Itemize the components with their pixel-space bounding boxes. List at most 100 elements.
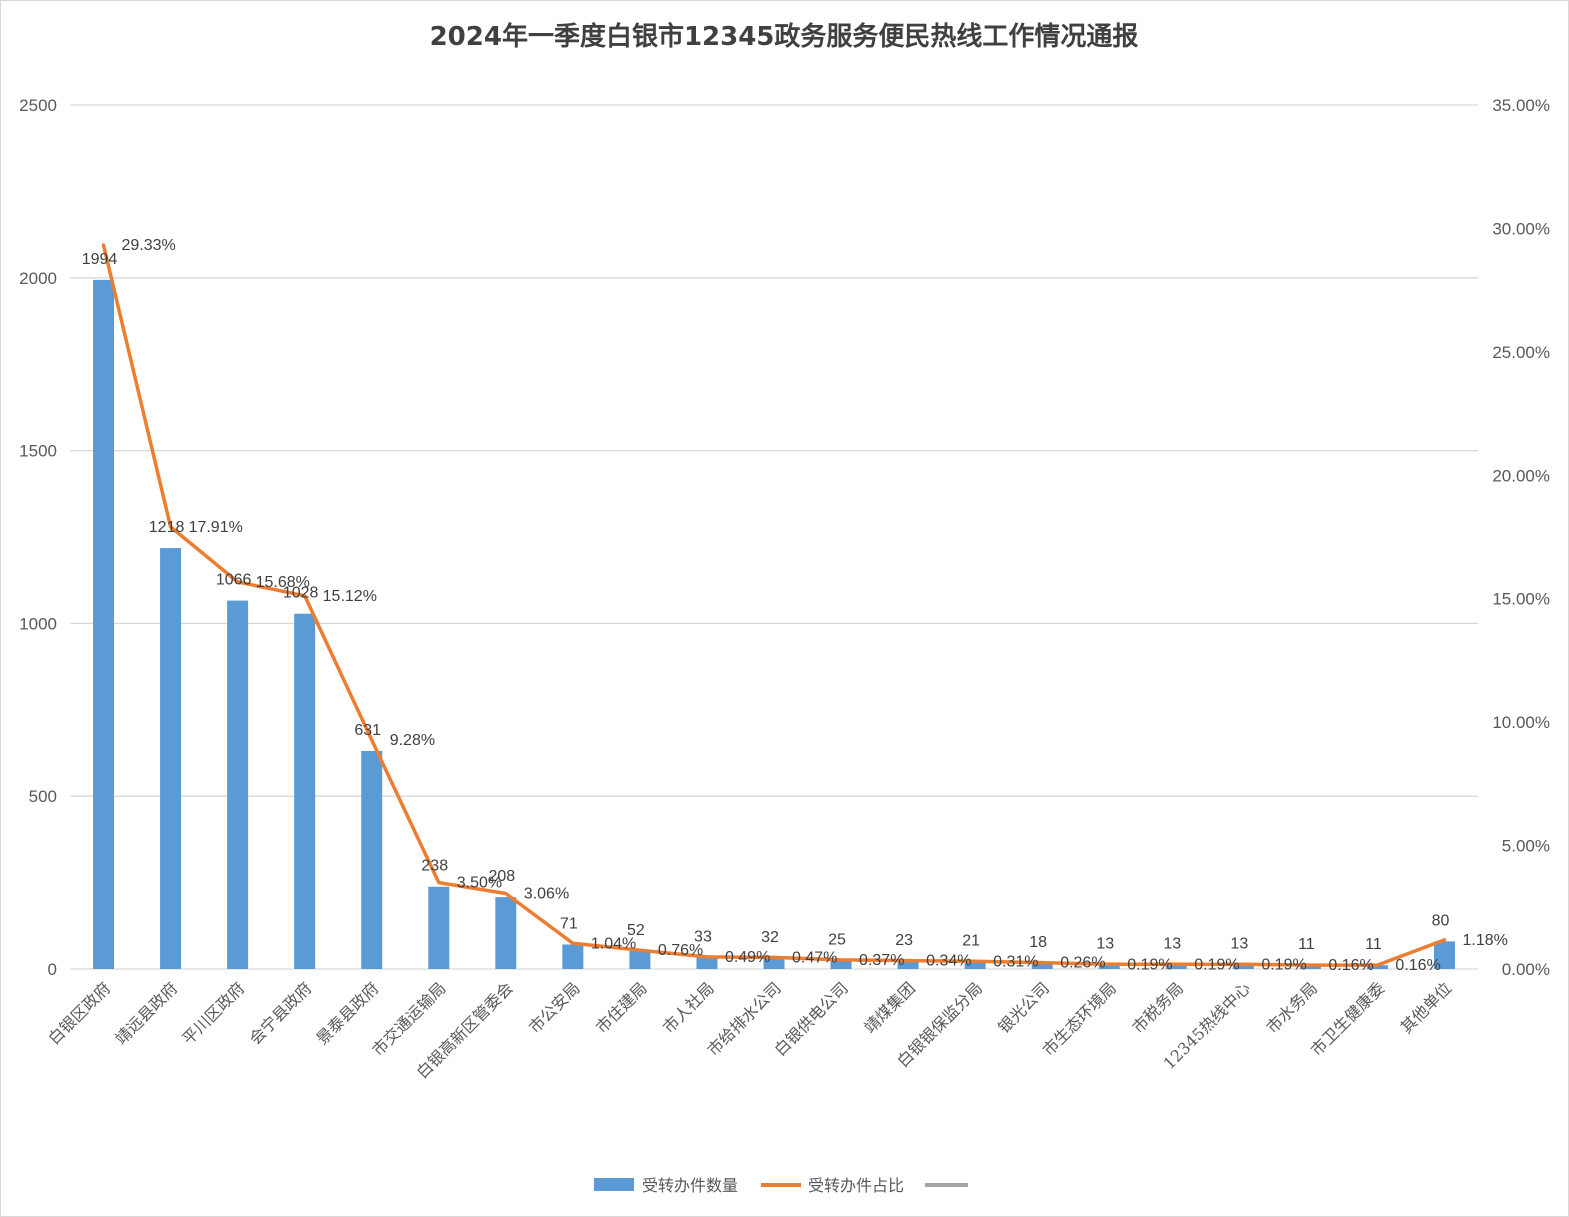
line-point [973, 959, 977, 963]
line-point [638, 948, 642, 952]
line-value-label: 0.47% [792, 949, 837, 966]
line-value-label: 0.26% [1060, 955, 1105, 972]
legend: 受转办件数量 受转办件占比 [594, 1176, 968, 1195]
bar-value-label: 1218 [149, 519, 185, 536]
left-axis-tick: 2000 [19, 269, 57, 288]
line-point [571, 941, 575, 945]
bar [830, 960, 852, 969]
left-axis-tick: 0 [48, 960, 57, 979]
line-point [839, 958, 843, 962]
bar-value-label: 208 [488, 868, 515, 885]
bar-value-label: 238 [421, 858, 448, 875]
line-point [1442, 938, 1446, 942]
bar-value-label: 71 [560, 915, 578, 932]
bar-value-label: 1066 [216, 572, 252, 589]
bar [1433, 941, 1455, 969]
bar-value-label: 1028 [283, 585, 319, 602]
line-value-label: 3.50% [457, 875, 502, 892]
line-value-label: 0.16% [1328, 957, 1373, 974]
bar-series [93, 279, 1455, 969]
line-point [906, 959, 910, 963]
left-axis-tick: 500 [29, 787, 57, 806]
right-axis-tick: 10.00% [1492, 713, 1550, 732]
line-value-label: 0.76% [658, 942, 703, 959]
bar-value-label: 13 [1096, 936, 1114, 953]
bar [428, 886, 450, 969]
line-point [236, 580, 240, 584]
bar [629, 951, 651, 969]
bar [294, 613, 316, 969]
bar-value-label: 18 [1029, 934, 1047, 951]
bar [1232, 964, 1254, 969]
bar [763, 957, 785, 969]
category-tick-label: 其他单位 [1397, 978, 1456, 1037]
category-tick-label: 白银区政府 [44, 978, 114, 1048]
left-axis-tick: 2500 [19, 96, 57, 115]
bar-value-label: 1994 [82, 251, 118, 268]
bar-value-label: 11 [1298, 936, 1315, 953]
line-value-label: 0.34% [926, 953, 971, 970]
bar-value-label: 23 [895, 932, 913, 949]
line-value-label: 29.33% [122, 237, 176, 254]
line-value-label: 15.12% [323, 588, 377, 605]
data-labels: 1994 1218 1066 1028 631 238 208 71 52 33 32 25 23 21 1… [82, 237, 1508, 974]
right-axis-tick: 20.00% [1492, 466, 1550, 485]
bar [1165, 964, 1187, 969]
line-point [437, 881, 441, 885]
line-value-label: 3.06% [524, 885, 569, 902]
bar-value-label: 33 [694, 929, 712, 946]
right-axis-tick: 30.00% [1492, 219, 1550, 238]
chart-title: 2024年一季度白银市12345政务服务便民热线工作情况通报 [430, 21, 1139, 52]
legend-label-bar: 受转办件数量 [642, 1176, 738, 1195]
category-tick-label: 会宁县政府 [245, 978, 315, 1048]
line-point [102, 243, 106, 247]
bar-value-label: 631 [354, 722, 381, 739]
line-point [303, 594, 307, 598]
line-value-label: 0.37% [859, 952, 904, 969]
bar [562, 944, 584, 969]
line-value-label: 9.28% [390, 732, 435, 749]
line-value-label: 17.91% [189, 519, 243, 536]
line-value-label: 0.19% [1194, 956, 1239, 973]
right-axis-tick: 0.00% [1502, 960, 1550, 979]
bar-value-label: 32 [761, 929, 779, 946]
bar-value-label: 13 [1163, 936, 1181, 953]
category-axis: 白银区政府靖远县政府平川区政府会宁县政府景泰县政府市交通运输局白银高新区管委会市… [44, 978, 1455, 1082]
line-point [1174, 962, 1178, 966]
category-tick-label: 靖煤集团 [860, 978, 919, 1037]
line-value-label: 0.16% [1395, 957, 1440, 974]
legend-label-line: 受转办件占比 [808, 1176, 904, 1195]
line-value-label: 1.18% [1462, 932, 1507, 949]
category-tick-label: 平川区政府 [178, 978, 248, 1048]
right-axis: 0.00% 5.00% 10.00% 15.00% 20.00% 25.00% 30.00%… [1492, 96, 1550, 979]
line-point [1375, 963, 1379, 967]
bar-value-label: 21 [962, 933, 980, 950]
line-series [101, 243, 1447, 967]
bar [1031, 962, 1053, 969]
line-point [1107, 962, 1111, 966]
category-tick-label: 靖远县政府 [111, 978, 181, 1048]
left-axis-tick: 1500 [19, 442, 57, 461]
line-point [772, 955, 776, 959]
bar [696, 957, 718, 969]
line-point [1308, 963, 1312, 967]
line-value-label: 15.68% [256, 574, 310, 591]
bar [897, 961, 919, 969]
bar [160, 548, 182, 969]
category-tick-label: 银光公司 [994, 978, 1053, 1037]
line-point [370, 738, 374, 742]
bar-value-label: 52 [627, 922, 645, 939]
line-point [705, 955, 709, 959]
bar [227, 600, 249, 969]
line-point [1040, 961, 1044, 965]
right-axis-tick: 5.00% [1502, 837, 1550, 856]
category-tick-label: 市人社局 [659, 978, 718, 1037]
line-value-label: 0.49% [725, 949, 770, 966]
bar-value-label: 11 [1365, 936, 1382, 953]
category-tick-label: 市税务局 [1128, 978, 1187, 1037]
bar [1098, 964, 1120, 969]
bar-value-label: 80 [1432, 912, 1450, 929]
right-axis-tick: 15.00% [1492, 590, 1550, 609]
